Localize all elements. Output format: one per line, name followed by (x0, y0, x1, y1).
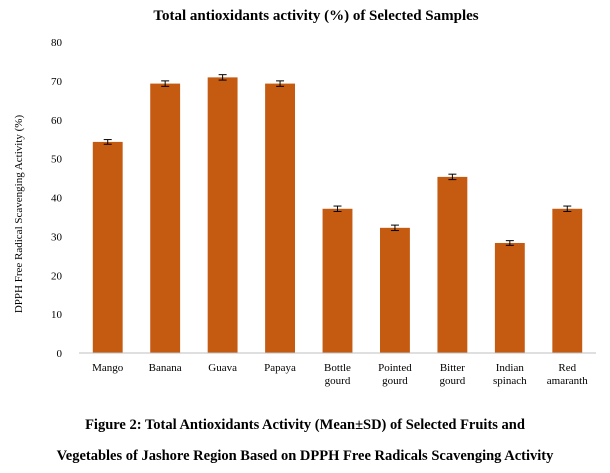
category-label-line: Mango (92, 362, 124, 374)
y-tick-label: 30 (51, 231, 63, 243)
y-tick-label: 40 (51, 193, 63, 205)
bar (207, 77, 238, 353)
category-label-line: Indian (496, 362, 525, 374)
category-label-line: Pointed (378, 362, 412, 374)
y-axis: 0 10 20 30 40 50 60 70 80 (51, 37, 63, 360)
category-label-line: Papaya (264, 362, 296, 374)
bar-series (92, 77, 583, 353)
category-label-line: Guava (208, 362, 237, 374)
category-label-line: gourd (440, 375, 466, 387)
x-axis-labels: Mango Banana Guava Papaya Bottle gourdPointed… (92, 362, 588, 387)
error-bar (103, 139, 112, 145)
y-tick-label: 60 (51, 115, 63, 127)
y-tick-label: 80 (51, 37, 63, 49)
error-bar (390, 224, 399, 232)
bar (494, 242, 525, 353)
y-tick-label: 50 (51, 154, 63, 166)
y-axis-label: DPPH Free Radical Scavenging Activity (%… (13, 115, 25, 314)
error-bar (218, 74, 227, 81)
bar (380, 227, 410, 353)
error-bar (333, 205, 342, 212)
category-label-line: Bitter (440, 362, 465, 374)
figure-caption-line-1: Figure 2: Total Antioxidants Activity (M… (85, 417, 525, 433)
category-label-line: spinach (493, 375, 527, 387)
category-label-line: Red (558, 362, 576, 374)
figure-caption-line-2: Vegetables of Jashore Region Based on DP… (56, 448, 554, 464)
error-bar-series (103, 74, 572, 246)
bar (265, 83, 295, 353)
category-label: Bottle gourd (324, 362, 351, 387)
category-label: Banana (149, 362, 182, 374)
y-tick-label: 70 (51, 76, 63, 88)
error-bar (448, 173, 457, 181)
y-tick-label: 10 (51, 309, 63, 321)
category-label-line: Banana (149, 362, 182, 374)
category-label: Mango (92, 362, 124, 374)
error-bar (161, 80, 170, 87)
error-bar (276, 80, 285, 87)
category-label: Red amaranth (547, 362, 588, 387)
bar (92, 141, 123, 353)
bar-chart: Total antioxidants activity (%) of Selec… (13, 8, 596, 387)
bar (552, 208, 583, 353)
bar (437, 176, 468, 353)
chart-title: Total antioxidants activity (%) of Selec… (153, 8, 478, 24)
y-tick-label: 20 (51, 270, 63, 282)
bar (322, 208, 353, 353)
category-label-line: amaranth (547, 375, 588, 387)
category-label: Papaya (264, 362, 296, 374)
category-label: Indian spinach (493, 362, 527, 387)
category-label-line: gourd (382, 375, 408, 387)
category-label: Pointed gourd (378, 362, 412, 387)
category-label: Bitter gourd (440, 362, 466, 387)
error-bar (505, 240, 514, 246)
category-label: Guava (208, 362, 237, 374)
y-tick-label: 0 (57, 348, 63, 360)
bar (150, 83, 181, 353)
category-label-line: Bottle (324, 362, 351, 374)
error-bar (563, 205, 572, 212)
category-label-line: gourd (325, 375, 351, 387)
